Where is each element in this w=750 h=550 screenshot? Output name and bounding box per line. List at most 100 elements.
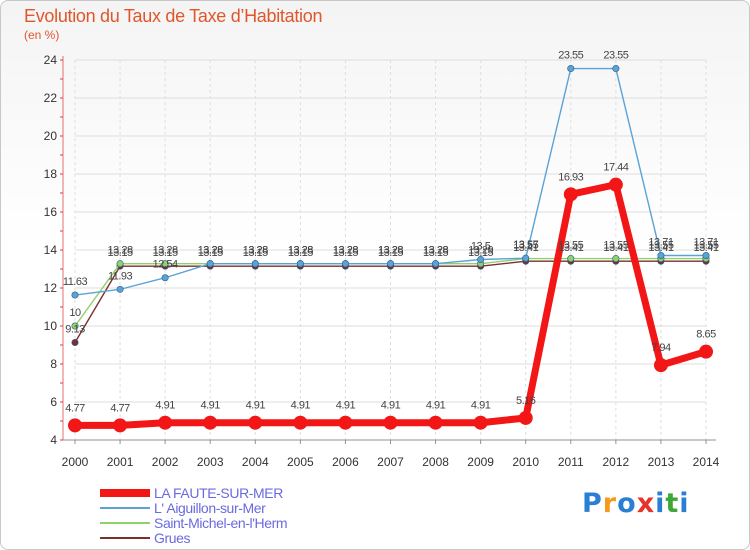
logo-letter: i <box>679 488 690 519</box>
data-point <box>71 322 79 330</box>
legend-item-aiguillon: L' Aiguillon-sur-Mer <box>100 499 287 516</box>
data-point <box>702 252 710 260</box>
data-point <box>522 254 530 262</box>
data-label: 4.91 <box>155 400 175 412</box>
x-tick-label: 2006 <box>332 455 359 469</box>
data-label: 11.63 <box>63 276 88 288</box>
data-point <box>296 260 304 268</box>
y-tick-label: 14 <box>44 243 58 257</box>
data-label: 13.71 <box>648 237 673 249</box>
data-label: 13.28 <box>333 245 358 257</box>
data-label: 13.28 <box>423 245 448 257</box>
data-point <box>341 260 349 268</box>
legend-label-grues: Grues <box>154 529 191 546</box>
data-label: 13.41 <box>693 242 718 254</box>
data-label: 9.13 <box>65 324 85 336</box>
data-label: 16.93 <box>558 171 583 183</box>
data-point <box>116 260 124 268</box>
data-point <box>567 255 575 263</box>
data-label: 13.28 <box>243 245 268 257</box>
data-label: 13.28 <box>153 245 178 257</box>
x-tick-label: 2013 <box>648 455 675 469</box>
x-tick-label: 2012 <box>603 455 630 469</box>
y-tick-label: 12 <box>44 281 58 295</box>
data-label: 13.28 <box>288 245 313 257</box>
data-label: 13.71 <box>693 237 718 249</box>
data-label: 13.15 <box>423 247 448 259</box>
data-label: 13.15 <box>198 247 223 259</box>
data-label: 11.93 <box>108 270 133 282</box>
data-label: 13.15 <box>468 247 493 259</box>
data-label: 13.29 <box>468 245 493 257</box>
x-tick-label: 2001 <box>107 455 134 469</box>
series-line <box>75 181 708 429</box>
y-tick-label: 16 <box>44 205 58 219</box>
x-tick-label: 2011 <box>558 455 584 469</box>
data-label: 4.77 <box>65 402 85 414</box>
legend-label-saint-michel: Saint-Michel-en-l'Herm <box>154 514 288 531</box>
x-tick-label: 2002 <box>152 455 179 469</box>
data-label: 13.28 <box>378 245 403 257</box>
legend-swatch-saint-michel <box>100 521 150 524</box>
data-label: 13.28 <box>333 245 358 257</box>
x-tick-label: 2005 <box>287 455 314 469</box>
data-label: 4.91 <box>201 400 221 412</box>
data-label: 13.41 <box>603 242 628 254</box>
logo-letter: i <box>655 488 666 519</box>
data-label: 10 <box>69 307 81 319</box>
y-tick-label: 18 <box>44 167 58 181</box>
data-point <box>612 65 620 73</box>
legend-swatch-la-faute <box>100 488 150 497</box>
data-point <box>612 255 620 263</box>
data-label: 4.91 <box>246 400 266 412</box>
data-label: 13.28 <box>198 245 223 257</box>
data-label: 13.41 <box>513 242 538 254</box>
x-tick-label: 2010 <box>512 455 539 469</box>
data-point <box>657 252 665 260</box>
data-point <box>699 344 713 359</box>
data-point <box>206 260 214 268</box>
logo-letter: r <box>602 488 618 519</box>
data-label: 13.41 <box>648 242 673 254</box>
data-point <box>518 410 533 425</box>
data-point <box>116 285 124 293</box>
y-tick-label: 6 <box>50 395 57 409</box>
data-point <box>161 260 169 268</box>
data-label: 13.15 <box>333 247 358 259</box>
data-label: 13.57 <box>513 239 538 251</box>
x-tick-label: 2003 <box>197 455 224 469</box>
data-label: 4.77 <box>110 402 130 414</box>
data-label: 13.15 <box>153 247 178 259</box>
legend-item-la-faute: LA FAUTE-SUR-MER <box>100 485 287 501</box>
data-label: 12.54 <box>153 259 178 271</box>
data-label: 4.91 <box>471 400 491 412</box>
data-point <box>563 187 578 202</box>
data-label: 13.28 <box>243 245 268 257</box>
data-label: 8.65 <box>696 329 716 341</box>
data-label: 7.94 <box>651 342 671 354</box>
data-label: 4.91 <box>336 400 356 412</box>
data-point <box>432 260 440 268</box>
proxiti-logo: Proxiti <box>582 488 690 519</box>
data-label: 23.55 <box>558 50 583 62</box>
data-label: 17.44 <box>603 162 628 174</box>
x-tick-label: 2014 <box>693 455 720 469</box>
data-point <box>653 358 668 373</box>
data-label: 13.55 <box>558 240 583 252</box>
data-point <box>386 260 394 268</box>
x-tick-label: 2008 <box>422 455 449 469</box>
legend-label-aiguillon: L' Aiguillon-sur-Mer <box>154 499 266 516</box>
chart-title: Evolution du Taux de Taxe d’Habitation <box>24 6 323 26</box>
data-label: 23.55 <box>603 50 628 62</box>
data-label: 4.91 <box>426 400 446 412</box>
y-tick-label: 8 <box>50 357 57 371</box>
data-point <box>158 415 173 430</box>
data-label: 4.91 <box>381 400 401 412</box>
data-point <box>161 274 169 282</box>
logo-letter: t <box>665 488 680 519</box>
data-label: 13.28 <box>423 245 448 257</box>
data-point <box>71 339 79 347</box>
data-point <box>203 415 218 430</box>
data-point <box>473 415 488 430</box>
